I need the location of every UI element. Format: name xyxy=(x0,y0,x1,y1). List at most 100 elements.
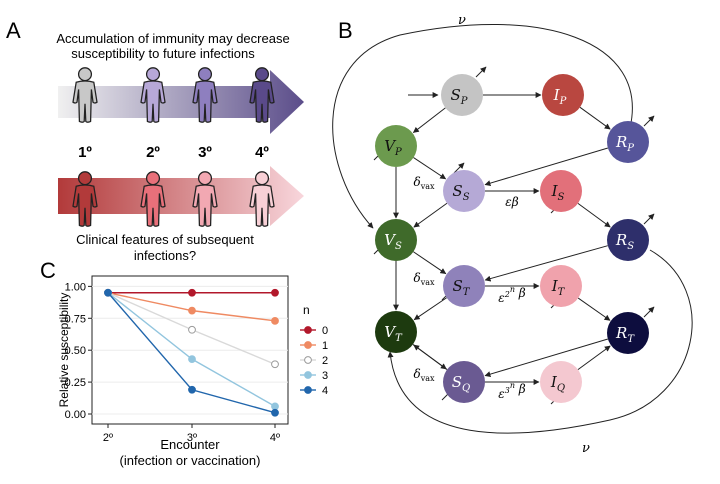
node-label-vt: VT xyxy=(384,323,403,344)
edge-rs-st xyxy=(484,245,608,282)
panel-a-title-line2: susceptibility to future infections xyxy=(71,46,255,61)
panel-a: A Accumulation of immunity may decrease … xyxy=(6,18,304,263)
eps-beta-label: εβ xyxy=(505,195,518,209)
edge-vp-ss xyxy=(413,157,447,180)
delta-vax-label-1: δvax xyxy=(413,175,435,191)
legend-label-n2: 2 xyxy=(322,355,328,367)
node-vs xyxy=(375,219,417,261)
series-point-n2-3 xyxy=(271,360,279,369)
node-ip xyxy=(542,74,584,116)
delta-vax-label-2: δvax xyxy=(413,271,435,287)
series-point-n3-3 xyxy=(271,402,279,411)
mortality-arrow-rt xyxy=(643,306,655,318)
y-tick-label: 1.00 xyxy=(65,281,86,293)
series-point-n2-2 xyxy=(188,325,196,334)
edge-ip-rp xyxy=(579,106,611,130)
node-label-ip: IP xyxy=(553,86,567,107)
legend-title: n xyxy=(303,303,310,317)
delta-vax-label-3: δvax xyxy=(413,367,435,383)
node-rp xyxy=(607,121,649,163)
node-st xyxy=(443,265,485,307)
node-sq xyxy=(443,361,485,403)
node-rs xyxy=(607,219,649,261)
y-tick-label: 0.75 xyxy=(65,313,86,325)
panel-c-chart: C 0.00 0.25 0.50 0.75 1.00 2º 3º 4º Relative su… xyxy=(40,258,328,468)
series-point-n0-2 xyxy=(188,288,196,297)
node-iq xyxy=(540,361,582,403)
node-label-rt: RT xyxy=(615,324,635,345)
node-label-ss: SS xyxy=(452,182,469,203)
node-ss xyxy=(443,170,485,212)
legend-swatch-point-n4 xyxy=(304,386,312,394)
node-label-sp: SP xyxy=(450,86,467,107)
legend-label-n3: 3 xyxy=(322,370,328,382)
x-tick-label: 4º xyxy=(270,432,280,444)
loop-nu-bottom: ν xyxy=(582,441,590,456)
x-tick-label: 2º xyxy=(103,432,113,444)
edge-rp-ss xyxy=(484,147,609,187)
mortality-arrow-rs xyxy=(643,213,655,225)
node-label-vs: VS xyxy=(384,231,402,252)
legend-label-n0: 0 xyxy=(322,325,328,337)
edge-sp-vp xyxy=(412,107,446,133)
encounter-label-2: 2º xyxy=(146,144,160,161)
panel-b-model-diagram: B ν ν SP IP RP VP SS IS RS VS ST IT RT VT SQ IQ δvax ε… xyxy=(332,13,693,456)
y-tick-label: 0.25 xyxy=(65,377,86,389)
node-is xyxy=(540,170,582,212)
edge-vs-st xyxy=(413,251,447,275)
x-axis-label-line1: Encounter xyxy=(160,437,220,452)
mortality-arrow-rp xyxy=(643,115,655,127)
y-axis-label: Relative susceptibility xyxy=(57,293,71,408)
encounter-label-1: 1º xyxy=(78,144,92,161)
panel-b-label: B xyxy=(338,18,353,43)
legend-label-n4: 4 xyxy=(322,385,328,397)
edge-it-rt xyxy=(577,297,611,321)
node-label-rp: RP xyxy=(615,133,634,154)
node-label-iq: IQ xyxy=(550,373,565,394)
eps2n-beta-label: ε2n β xyxy=(498,285,526,305)
mortality-arrow-ss xyxy=(453,162,465,174)
series-point-n4-1 xyxy=(104,288,112,297)
y-tick-label: 0.00 xyxy=(65,409,86,421)
node-label-sq: SQ xyxy=(452,373,470,394)
immunity-arrow xyxy=(58,70,304,134)
panel-a-label: A xyxy=(6,18,21,43)
series-point-n1-3 xyxy=(271,316,279,325)
x-axis-label-line2: (infection or vaccination) xyxy=(120,453,261,468)
edge-sq-vt xyxy=(413,344,448,370)
node-label-vp: VP xyxy=(384,137,402,158)
eps3n-beta-label: ε3n β xyxy=(498,381,526,401)
legend-swatch-point-n2 xyxy=(304,356,312,364)
edge-st-vt xyxy=(413,297,447,321)
node-label-rs: RS xyxy=(615,231,634,252)
mortality-arrow-sp xyxy=(475,66,487,78)
panel-a-title-line1: Accumulation of immunity may decrease xyxy=(56,31,289,46)
legend-swatch-point-n0 xyxy=(304,326,312,334)
legend-swatch-point-n1 xyxy=(304,341,312,349)
loop-rp-to-vs xyxy=(332,24,633,229)
edge-ss-vs xyxy=(413,202,448,228)
x-tick-label: 3º xyxy=(187,432,197,444)
node-sp xyxy=(441,74,483,116)
panel-a-subtitle-line1: Clinical features of subsequent xyxy=(76,232,254,247)
node-vt xyxy=(375,311,417,353)
legend-swatch-point-n3 xyxy=(304,371,312,379)
edge-is-rs xyxy=(577,202,611,228)
node-label-it: IT xyxy=(551,277,566,298)
loop-rs-to-vt xyxy=(387,249,693,434)
loop-nu-top: ν xyxy=(458,13,466,28)
node-label-is: IS xyxy=(551,182,565,203)
series-point-n4-2 xyxy=(188,385,196,394)
legend-label-n1: 1 xyxy=(322,340,328,352)
node-label-st: ST xyxy=(453,277,471,298)
node-it xyxy=(540,265,582,307)
encounter-label-3: 3º xyxy=(198,144,212,161)
panel-a-subtitle-line2: infections? xyxy=(134,248,196,263)
series-point-n0-3 xyxy=(271,288,279,297)
series-point-n4-3 xyxy=(271,408,279,417)
node-vp xyxy=(375,125,417,167)
encounter-label-4: 4º xyxy=(255,144,269,161)
y-tick-label: 0.50 xyxy=(65,345,86,357)
node-rt xyxy=(607,312,649,354)
